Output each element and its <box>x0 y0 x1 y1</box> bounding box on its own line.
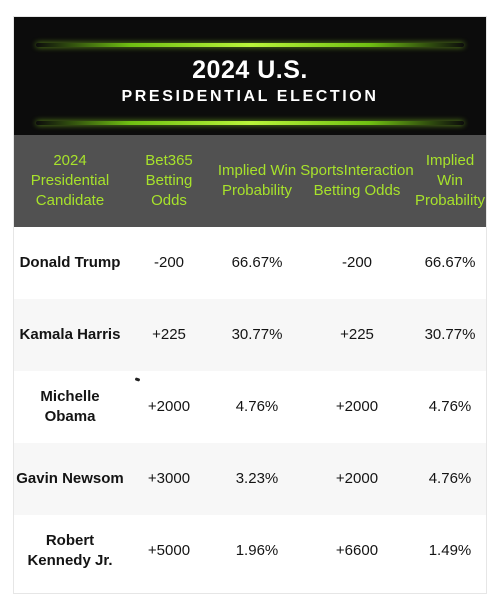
sportsinteraction-probability: 1.49% <box>428 542 472 559</box>
table-row: Kamala Harris +225 30.77% +225 30.77% <box>14 299 486 371</box>
banner-top-glow-line <box>36 43 464 47</box>
sportsinteraction-odds: +6600 <box>335 542 379 559</box>
bet365-probability: 66.67% <box>231 254 283 271</box>
header-candidate: 2024 Presidential Candidate <box>30 152 110 209</box>
header-sportsinteraction-odds: SportsInteraction Betting Odds <box>300 162 414 199</box>
candidate-name: Robert Kennedy Jr. <box>27 532 113 569</box>
sportsinteraction-probability: 4.76% <box>428 398 472 415</box>
header-bet365-probability: Implied Win Probability <box>217 162 297 199</box>
sportsinteraction-odds: +225 <box>340 326 374 343</box>
sportsinteraction-odds: +2000 <box>335 470 379 487</box>
sportsinteraction-odds: +2000 <box>335 398 379 415</box>
table-row: Gavin Newsom +3000 3.23% +2000 4.76% <box>14 443 486 515</box>
candidate-name: Kamala Harris <box>19 326 121 343</box>
header-sportsinteraction-probability: Implied Win Probability <box>414 152 486 209</box>
bet365-odds: +2000 <box>147 398 191 415</box>
table-header: 2024 Presidential Candidate Bet365 Betti… <box>14 135 486 227</box>
bet365-odds: +225 <box>152 326 186 343</box>
bet365-probability: 4.76% <box>235 398 279 415</box>
table-row: Donald Trump -200 66.67% -200 66.67% <box>14 227 486 299</box>
header-bet365-odds: Bet365 Betting Odds <box>145 152 193 209</box>
bet365-probability: 30.77% <box>231 326 283 343</box>
sportsinteraction-probability: 66.67% <box>424 254 476 271</box>
bet365-odds: +3000 <box>147 470 191 487</box>
sportsinteraction-probability: 30.77% <box>424 326 476 343</box>
odds-card: 2024 U.S. PRESIDENTIAL ELECTION 2024 Pre… <box>13 16 487 594</box>
bet365-probability: 3.23% <box>235 470 279 487</box>
banner-bottom-glow-line <box>36 121 464 125</box>
sportsinteraction-probability: 4.76% <box>428 470 472 487</box>
candidate-name: Gavin Newsom <box>16 470 124 487</box>
title-banner: 2024 U.S. PRESIDENTIAL ELECTION <box>14 17 486 135</box>
table-row: Robert Kennedy Jr. +5000 1.96% +6600 1.4… <box>14 515 486 587</box>
sportsinteraction-odds: -200 <box>341 254 373 271</box>
bet365-probability: 1.96% <box>235 542 279 559</box>
bet365-odds: +5000 <box>147 542 191 559</box>
banner-title: 2024 U.S. <box>192 56 308 84</box>
candidate-name: Michelle Obama <box>40 388 100 425</box>
bet365-odds: -200 <box>153 254 185 271</box>
table-row: Michelle Obama +2000 4.76% +2000 4.76% <box>14 371 486 443</box>
candidate-name: Donald Trump <box>19 254 121 271</box>
banner-subtitle: PRESIDENTIAL ELECTION <box>121 88 379 105</box>
